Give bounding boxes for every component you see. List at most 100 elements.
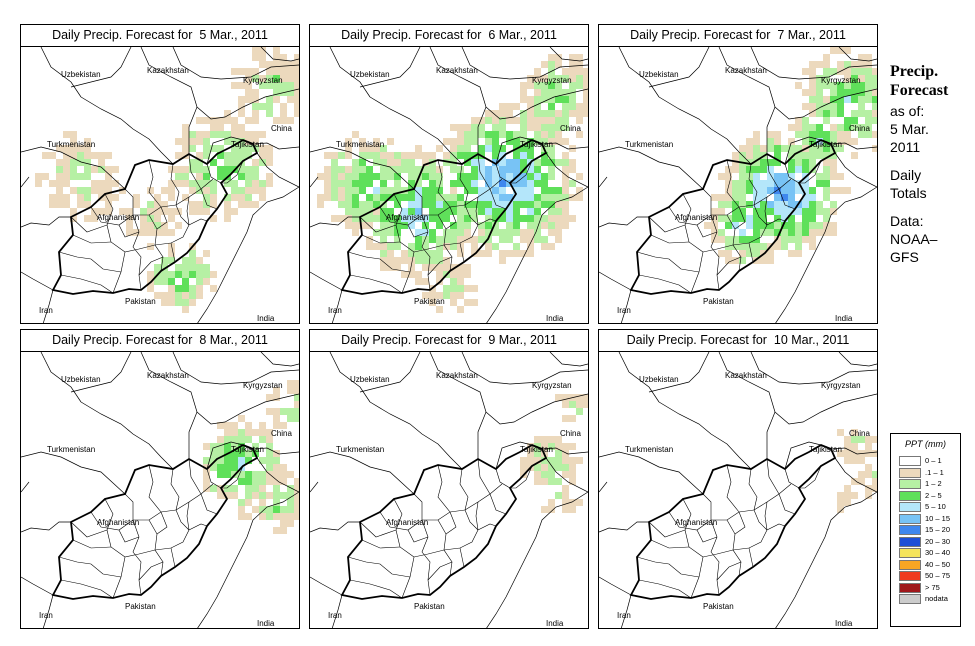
precip-cell bbox=[210, 180, 217, 187]
precip-cell bbox=[844, 443, 851, 450]
border-line bbox=[310, 216, 360, 228]
precip-cell bbox=[478, 131, 485, 138]
precip-cell bbox=[732, 166, 739, 173]
precip-cell bbox=[823, 75, 830, 82]
precip-cell bbox=[259, 47, 266, 54]
precip-cell bbox=[359, 152, 366, 159]
precip-cell bbox=[112, 180, 119, 187]
precip-cell bbox=[238, 82, 245, 89]
precip-cell bbox=[471, 124, 478, 131]
precip-cell bbox=[147, 187, 154, 194]
precip-cell bbox=[182, 166, 189, 173]
province-line bbox=[636, 556, 700, 578]
precip-cell bbox=[252, 131, 259, 138]
province-line bbox=[138, 561, 164, 581]
precip-cell bbox=[478, 250, 485, 257]
precip-cell bbox=[809, 187, 816, 194]
precip-cell bbox=[788, 124, 795, 131]
precip-cell bbox=[837, 173, 844, 180]
border-line bbox=[188, 106, 198, 154]
info-totals-line1: Daily bbox=[890, 167, 922, 183]
province-line bbox=[200, 493, 218, 515]
precip-cell bbox=[830, 187, 837, 194]
precip-cell bbox=[464, 271, 471, 278]
precip-cell bbox=[760, 187, 767, 194]
precip-cell bbox=[70, 131, 77, 138]
precip-cell bbox=[245, 471, 252, 478]
precip-cell bbox=[429, 152, 436, 159]
precip-cell bbox=[238, 152, 245, 159]
precip-cell bbox=[555, 464, 562, 471]
precip-cell bbox=[443, 257, 450, 264]
precip-cell bbox=[471, 236, 478, 243]
province-line bbox=[437, 159, 451, 208]
precip-cell bbox=[231, 194, 238, 201]
precip-cell bbox=[450, 299, 457, 306]
precip-cell bbox=[373, 215, 380, 222]
precip-cell bbox=[273, 485, 280, 492]
province-line bbox=[200, 188, 218, 210]
precip-cell bbox=[245, 478, 252, 485]
province-line bbox=[90, 483, 214, 531]
precip-cell bbox=[471, 243, 478, 250]
precip-cell bbox=[380, 159, 387, 166]
precip-cell bbox=[464, 299, 471, 306]
precip-cell bbox=[781, 243, 788, 250]
precip-cell bbox=[809, 243, 816, 250]
precip-cell bbox=[816, 208, 823, 215]
border-line bbox=[80, 96, 174, 165]
precip-cell bbox=[865, 131, 872, 138]
precip-cell bbox=[77, 159, 84, 166]
precip-cell bbox=[816, 145, 823, 152]
province-line bbox=[702, 244, 734, 253]
precip-cell bbox=[105, 187, 112, 194]
precip-cell bbox=[394, 166, 401, 173]
precip-cell bbox=[380, 229, 387, 236]
precip-map: Uzbekistan KazakhstanKyrgyzstanChinaTurkm… bbox=[21, 47, 299, 324]
precip-cell bbox=[492, 138, 499, 145]
precip-cell bbox=[352, 173, 359, 180]
precip-cell bbox=[259, 422, 266, 429]
country-borders bbox=[599, 47, 877, 324]
map-panel-mar10: Daily Precip. Forecast for 10 Mar., 2011… bbox=[598, 329, 878, 629]
precip-cell bbox=[520, 187, 527, 194]
precip-cell bbox=[70, 166, 77, 173]
precip-cell bbox=[436, 145, 443, 152]
precip-cell bbox=[816, 82, 823, 89]
border-line bbox=[834, 152, 877, 188]
precip-cell bbox=[359, 138, 366, 145]
map-panel-mar7: Daily Precip. Forecast for 7 Mar., 2011 … bbox=[598, 24, 878, 324]
precip-cell bbox=[753, 180, 760, 187]
precip-cell bbox=[450, 222, 457, 229]
precip-cell bbox=[795, 243, 802, 250]
precip-cell bbox=[718, 173, 725, 180]
border-line bbox=[599, 521, 649, 533]
precip-cell bbox=[541, 506, 548, 513]
precip-cell bbox=[154, 222, 161, 229]
country-label-india: India bbox=[257, 619, 275, 628]
precip-cell bbox=[217, 131, 224, 138]
precip-cell bbox=[816, 96, 823, 103]
province-borders bbox=[58, 153, 244, 294]
precip-cell bbox=[182, 131, 189, 138]
precip-cell bbox=[823, 145, 830, 152]
precip-cell bbox=[266, 68, 273, 75]
precip-cell bbox=[345, 208, 352, 215]
precip-cell bbox=[436, 166, 443, 173]
precip-cell bbox=[534, 68, 541, 75]
precip-cell bbox=[576, 194, 583, 201]
precip-cell bbox=[84, 152, 91, 159]
precip-cell bbox=[548, 215, 555, 222]
precip-cell bbox=[175, 285, 182, 292]
precip-cell bbox=[753, 152, 760, 159]
precip-cell bbox=[527, 173, 534, 180]
precip-cell bbox=[154, 229, 161, 236]
precip-cell bbox=[70, 208, 77, 215]
precip-cell bbox=[231, 82, 238, 89]
precip-cell bbox=[443, 208, 450, 215]
precip-cell bbox=[774, 173, 781, 180]
precip-cell bbox=[541, 180, 548, 187]
precip-cell bbox=[352, 201, 359, 208]
precip-cell bbox=[245, 173, 252, 180]
precip-cell bbox=[105, 166, 112, 173]
